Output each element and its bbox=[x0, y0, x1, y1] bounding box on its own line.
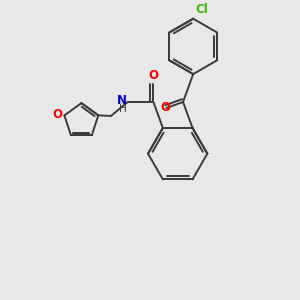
Text: O: O bbox=[52, 108, 62, 121]
Text: H: H bbox=[119, 104, 127, 114]
Text: O: O bbox=[148, 69, 158, 82]
Text: O: O bbox=[160, 100, 170, 114]
Text: N: N bbox=[117, 94, 127, 107]
Text: Cl: Cl bbox=[195, 3, 208, 16]
